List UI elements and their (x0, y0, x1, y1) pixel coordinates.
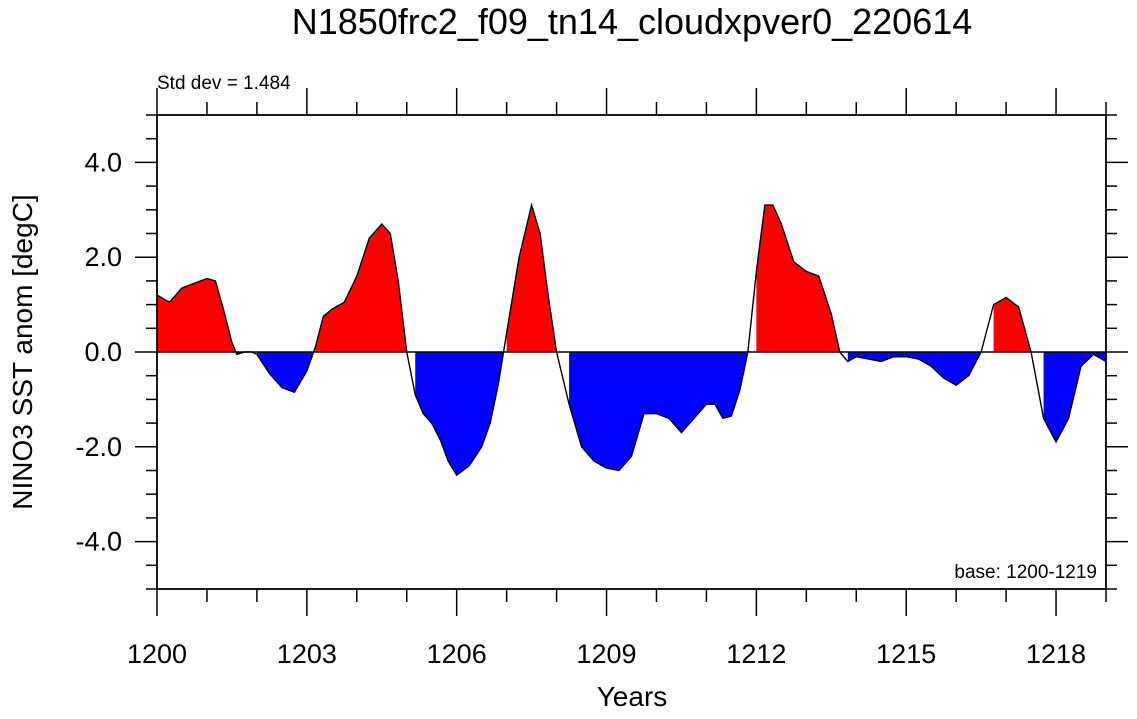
y-tick-label: -2.0 (75, 432, 122, 462)
negative-anomaly-area (1043, 352, 1106, 443)
negative-anomaly-area (569, 352, 748, 471)
base-period-annotation: base: 1200-1219 (954, 562, 1097, 583)
positive-anomaly-area (993, 297, 1032, 352)
x-tick-label: 1203 (277, 639, 337, 669)
positive-anomaly-area (157, 278, 236, 352)
positive-anomaly-area (315, 224, 407, 352)
y-tick-label: 2.0 (84, 242, 122, 272)
positive-anomaly-area (506, 205, 557, 352)
negative-anomaly-area (256, 352, 314, 393)
x-tick-label: 1218 (1026, 639, 1086, 669)
negative-anomaly-area (847, 352, 982, 386)
y-tick-label: 0.0 (84, 337, 122, 367)
anomaly-line (156, 202, 1107, 477)
y-tick-label: 4.0 (84, 147, 122, 177)
negative-anomaly-area (415, 352, 504, 476)
x-tick-label: 1215 (876, 639, 936, 669)
x-axis-label: Years (597, 681, 668, 712)
x-tick-label: 1200 (127, 639, 187, 669)
positive-anomaly-area (756, 205, 840, 352)
y-axis-label: NINO3 SST anom [degC] (7, 194, 38, 509)
chart-title: N1850frc2_f09_tn14_cloudxpver0_220614 (292, 1, 973, 42)
x-tick-label: 1209 (576, 639, 636, 669)
std-dev-annotation: Std dev = 1.484 (157, 73, 291, 94)
x-tick-label: 1212 (726, 639, 786, 669)
x-tick-label: 1206 (427, 639, 487, 669)
y-tick-label: -4.0 (75, 527, 122, 557)
